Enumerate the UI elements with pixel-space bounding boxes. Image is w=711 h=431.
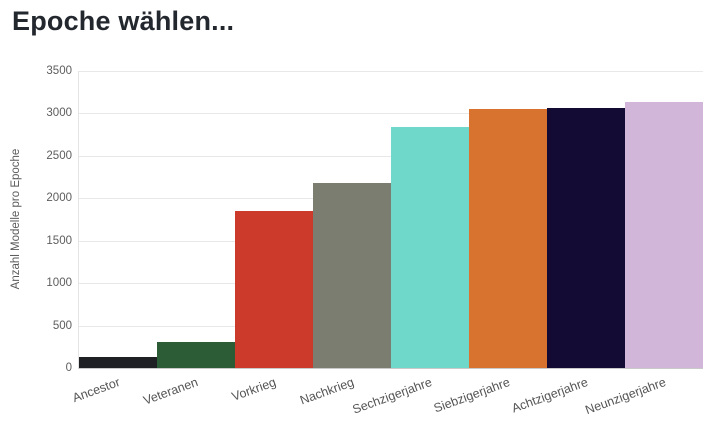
- y-tick-label-3500: 3500: [46, 65, 72, 77]
- page-title: Epoche wählen...: [12, 6, 235, 36]
- bar-vorkrieg[interactable]: [235, 210, 313, 368]
- bar-siebzigerjahre[interactable]: [469, 109, 547, 368]
- y-tick-label-3000: 3000: [46, 107, 72, 120]
- y-tick-label-1000: 1000: [46, 277, 72, 290]
- y-tick-label-500: 500: [52, 319, 72, 332]
- y-tick-label-1500: 1500: [46, 234, 72, 247]
- y-tick-label-0: 0: [65, 362, 72, 374]
- gridline-3500: [79, 71, 703, 72]
- bar-sechzigerjahre[interactable]: [391, 127, 469, 368]
- y-tick-label-2000: 2000: [46, 192, 72, 205]
- bar-neunzigerjahre[interactable]: [625, 102, 703, 368]
- y-tick-label-2500: 2500: [46, 149, 72, 162]
- bar-veteranen[interactable]: [157, 342, 235, 368]
- bars-container: [79, 71, 703, 368]
- bar-achtzigerjahre[interactable]: [547, 107, 625, 368]
- bar-nachkrieg[interactable]: [313, 183, 391, 368]
- bar-ancestor[interactable]: [79, 356, 157, 368]
- gridline-3000: [79, 113, 703, 115]
- plot-area: [78, 71, 703, 369]
